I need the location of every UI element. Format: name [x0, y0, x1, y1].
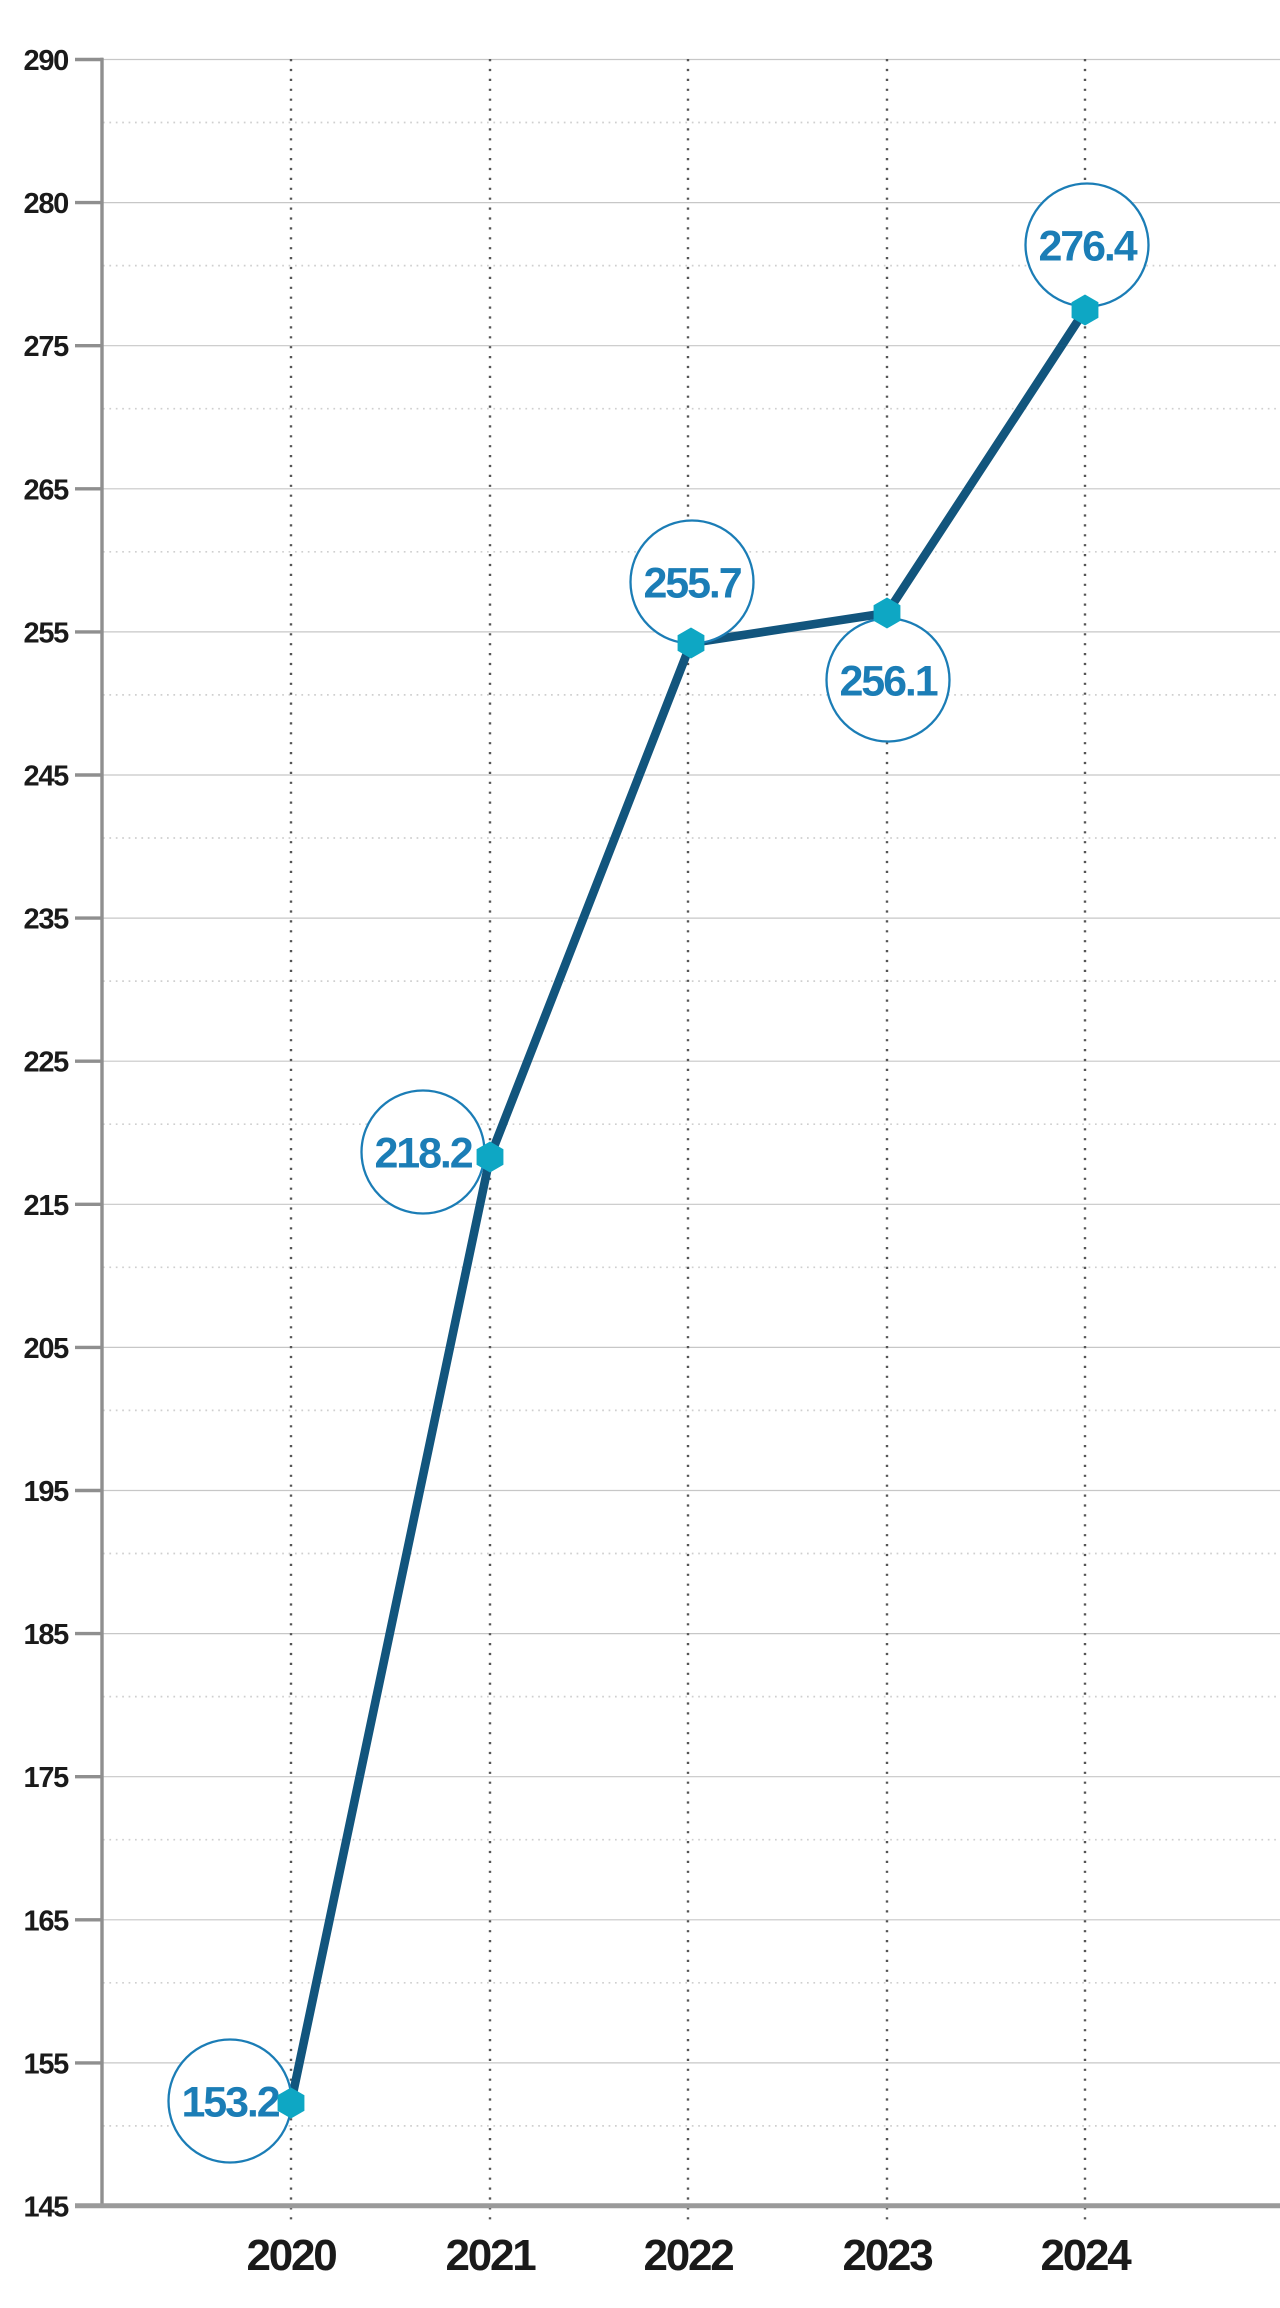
svg-text:145: 145	[24, 2192, 70, 2224]
svg-text:255: 255	[24, 617, 70, 649]
svg-text:255.7: 255.7	[643, 560, 741, 608]
svg-text:195: 195	[24, 1476, 70, 1508]
svg-text:256.1: 256.1	[839, 658, 937, 706]
svg-text:2020: 2020	[246, 2231, 336, 2280]
svg-text:280: 280	[24, 188, 69, 220]
svg-text:2022: 2022	[643, 2231, 733, 2280]
svg-text:235: 235	[24, 904, 70, 936]
svg-text:2023: 2023	[842, 2231, 932, 2280]
svg-text:155: 155	[24, 2048, 70, 2080]
svg-text:185: 185	[24, 1619, 70, 1651]
svg-text:265: 265	[24, 474, 70, 506]
svg-text:165: 165	[24, 1905, 70, 1937]
svg-text:225: 225	[24, 1047, 70, 1079]
svg-text:218.2: 218.2	[374, 1130, 472, 1178]
svg-text:175: 175	[24, 1762, 70, 1794]
svg-text:276.4: 276.4	[1038, 223, 1137, 271]
svg-text:215: 215	[24, 1190, 70, 1222]
svg-text:245: 245	[24, 761, 70, 793]
svg-text:275: 275	[24, 331, 70, 363]
svg-text:290: 290	[24, 45, 69, 77]
svg-text:2024: 2024	[1040, 2231, 1132, 2280]
svg-text:2021: 2021	[445, 2231, 536, 2280]
svg-text:153.2: 153.2	[181, 2079, 279, 2127]
svg-text:205: 205	[24, 1333, 70, 1365]
